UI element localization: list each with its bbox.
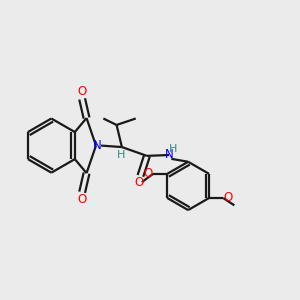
Text: O: O xyxy=(134,176,144,190)
Text: O: O xyxy=(77,85,87,98)
Text: O: O xyxy=(223,191,232,204)
Text: H: H xyxy=(169,143,177,154)
Text: O: O xyxy=(144,167,153,180)
Text: H: H xyxy=(117,150,125,160)
Text: O: O xyxy=(77,193,87,206)
Text: N: N xyxy=(165,148,173,161)
Text: N: N xyxy=(93,139,101,152)
